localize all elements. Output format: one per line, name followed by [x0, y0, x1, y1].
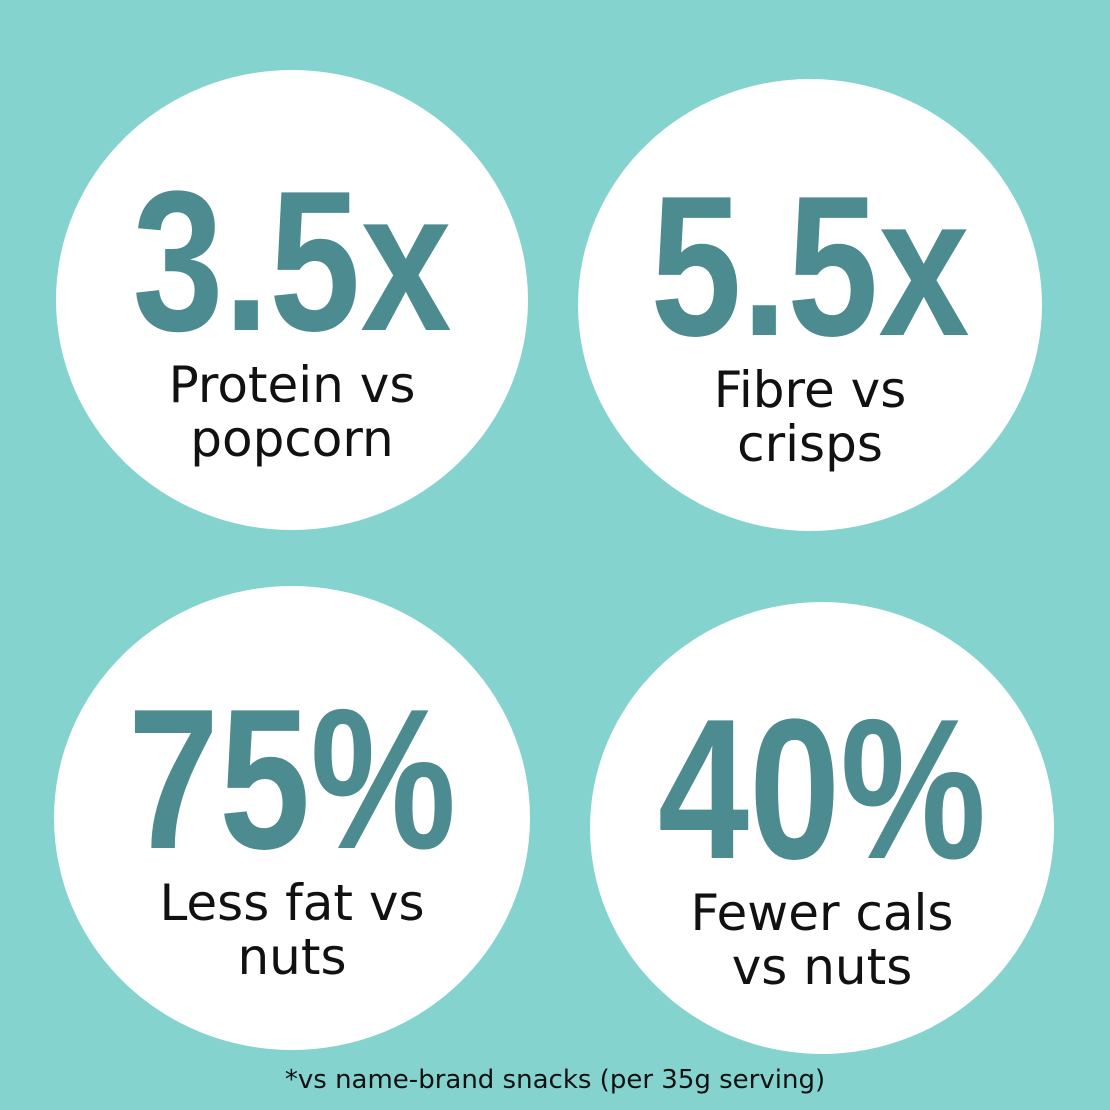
stat-caption: Fibre vs [714, 361, 907, 419]
stat-circle [590, 602, 1054, 1054]
stat-caption: nuts [237, 928, 346, 986]
stat-caption: Less fat vs [159, 874, 424, 932]
stat-figure: 5.5x [650, 153, 969, 377]
stat-circle [54, 586, 530, 1050]
stat-caption: crisps [737, 415, 883, 473]
stat-caption: vs nuts [732, 938, 913, 996]
stat-caption: Fewer cals [691, 884, 954, 942]
stat-caption: popcorn [190, 410, 394, 468]
stat-figure: 3.5x [132, 148, 451, 372]
stat-figure: 75% [128, 666, 456, 890]
stat-figure: 40% [658, 676, 986, 900]
footnote: *vs name-brand snacks (per 35g serving) [285, 1065, 825, 1095]
stat-circle [578, 79, 1042, 531]
stat-circle [56, 70, 528, 530]
stat-caption: Protein vs [169, 356, 416, 414]
